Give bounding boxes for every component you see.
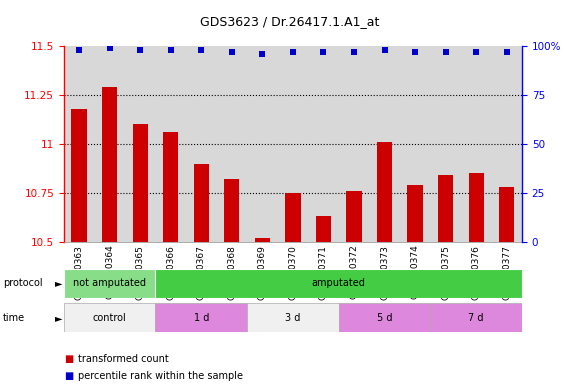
Bar: [285, 193, 300, 242]
Point: [441, 49, 450, 55]
Bar: [407, 185, 423, 242]
Bar: [339, 303, 430, 332]
Text: ►: ►: [55, 278, 63, 288]
Text: time: time: [3, 313, 25, 323]
Text: amputated: amputated: [312, 278, 365, 288]
Text: protocol: protocol: [3, 278, 42, 288]
Bar: [64, 303, 155, 332]
Bar: [194, 164, 209, 242]
Point: [258, 51, 267, 57]
Text: control: control: [93, 313, 126, 323]
Bar: [224, 179, 240, 242]
Bar: [155, 303, 247, 332]
Bar: [247, 303, 339, 332]
Point: [166, 47, 175, 53]
Text: ■: ■: [64, 354, 73, 364]
Text: 7 d: 7 d: [469, 313, 484, 323]
Bar: [71, 109, 86, 242]
Point: [105, 45, 114, 51]
Point: [319, 49, 328, 55]
Point: [502, 49, 512, 55]
Text: ►: ►: [55, 313, 63, 323]
Bar: [430, 303, 522, 332]
Bar: [255, 238, 270, 242]
Text: 3 d: 3 d: [285, 313, 300, 323]
Point: [411, 49, 420, 55]
Bar: [499, 187, 514, 242]
Bar: [132, 124, 148, 242]
Text: GDS3623 / Dr.26417.1.A1_at: GDS3623 / Dr.26417.1.A1_at: [200, 15, 380, 28]
Bar: [155, 269, 522, 298]
Point: [288, 49, 298, 55]
Bar: [316, 217, 331, 242]
Bar: [438, 175, 454, 242]
Text: percentile rank within the sample: percentile rank within the sample: [78, 371, 243, 381]
Text: transformed count: transformed count: [78, 354, 169, 364]
Point: [74, 47, 84, 53]
Text: 1 d: 1 d: [194, 313, 209, 323]
Bar: [64, 269, 155, 298]
Point: [197, 47, 206, 53]
Text: not amputated: not amputated: [73, 278, 146, 288]
Point: [472, 49, 481, 55]
Point: [349, 49, 358, 55]
Bar: [102, 87, 117, 242]
Text: ■: ■: [64, 371, 73, 381]
Point: [136, 47, 145, 53]
Point: [380, 47, 389, 53]
Bar: [346, 191, 362, 242]
Point: [227, 49, 237, 55]
Text: 5 d: 5 d: [377, 313, 392, 323]
Bar: [469, 174, 484, 242]
Bar: [377, 142, 392, 242]
Bar: [163, 132, 179, 242]
